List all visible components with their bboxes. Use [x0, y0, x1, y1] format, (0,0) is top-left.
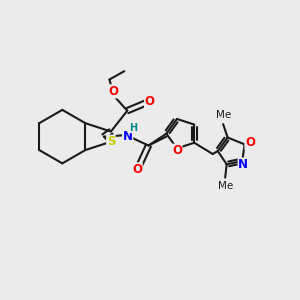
- Text: O: O: [132, 163, 142, 176]
- Text: O: O: [145, 95, 154, 108]
- Text: N: N: [123, 130, 133, 143]
- Text: O: O: [245, 136, 255, 149]
- Text: H: H: [130, 123, 138, 133]
- Text: Me: Me: [215, 110, 231, 120]
- Text: O: O: [108, 85, 118, 98]
- Text: N: N: [238, 158, 248, 171]
- Text: Me: Me: [218, 181, 233, 191]
- Text: O: O: [172, 144, 182, 157]
- Text: S: S: [107, 135, 115, 148]
